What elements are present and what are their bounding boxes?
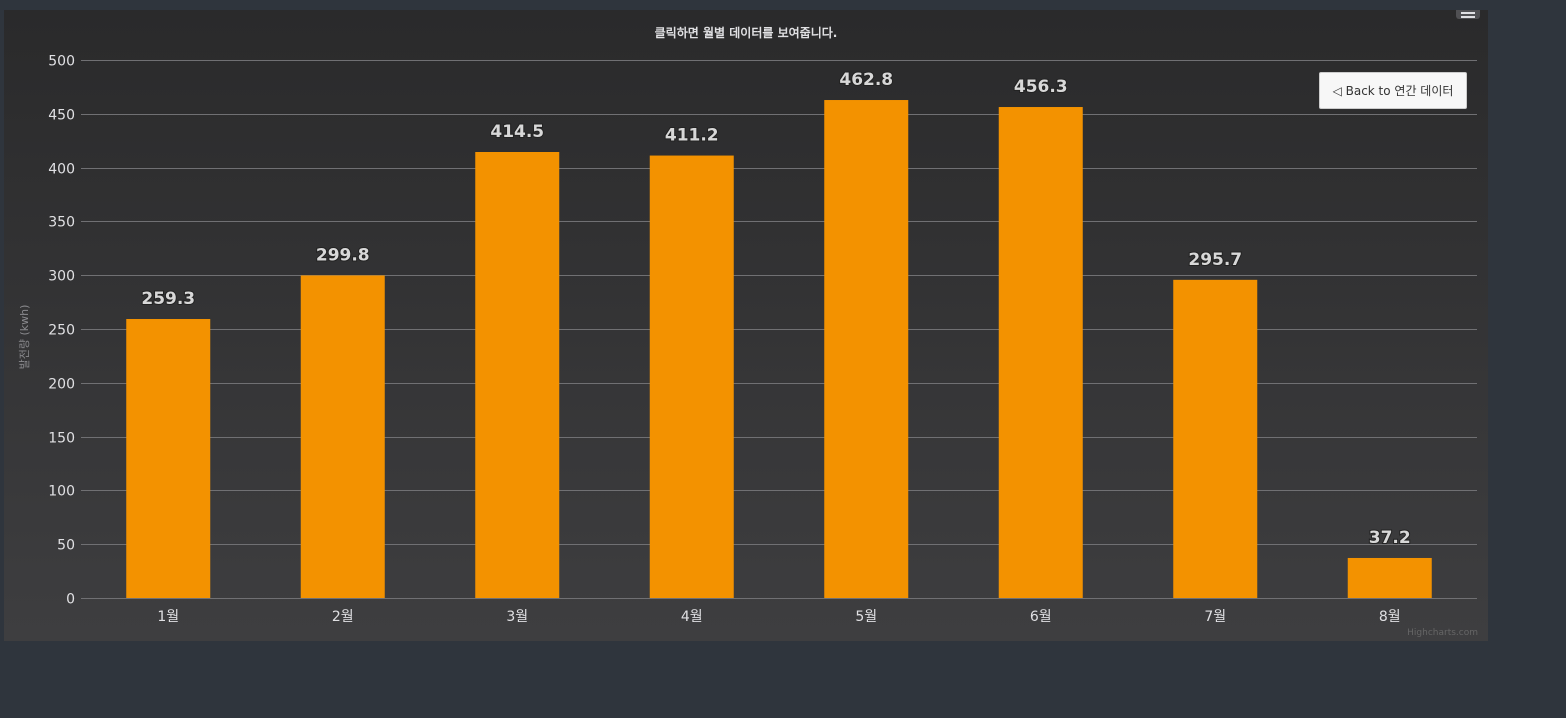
bar-1[interactable] [126,318,211,598]
bar-6[interactable] [998,107,1083,598]
y-tick-label: 100 [48,484,75,500]
data-label: 299.8 [316,245,370,265]
x-tick-label: 4월 [681,609,703,625]
y-tick-label: 150 [48,431,75,447]
bar-8[interactable] [1347,557,1432,598]
data-label: 411.2 [665,126,719,146]
bar-2[interactable] [300,275,385,598]
export-menu-icon[interactable] [1456,10,1480,19]
data-label: 295.7 [1188,250,1242,270]
bar-series [126,100,1432,599]
y-tick-label: 50 [57,538,75,554]
chart-subtitle: 클릭하면 월별 데이터를 보여줍니다. [654,26,838,40]
data-label: 462.8 [839,70,893,90]
y-tick-label: 450 [48,108,75,124]
bar-7[interactable] [1173,279,1258,598]
data-label: 456.3 [1014,77,1068,97]
bar-4[interactable] [649,155,734,598]
y-tick-label: 350 [48,215,75,231]
x-tick-label: 7월 [1204,609,1226,625]
x-tick-label: 3월 [506,609,528,625]
x-tick-label: 2월 [332,609,354,625]
y-tick-label: 400 [48,162,75,178]
bar-3[interactable] [475,151,560,599]
x-tick-label: 8월 [1379,609,1401,625]
data-label: 414.5 [490,122,544,142]
chart-container: 클릭하면 월별 데이터를 보여줍니다. 259.3 299.8 414.5 411.2… [4,10,1488,641]
y-axis-title: 발전량 (kwh) [18,305,31,370]
x-tick-label: 1월 [157,609,179,625]
y-tick-label: 500 [48,54,75,70]
y-tick-label: 250 [48,323,75,339]
x-tick-label: 5월 [855,609,877,625]
data-labels: 259.3 299.8 414.5 411.2 462.8 456.3 295.7 37.2 [140,69,1411,549]
highcharts-credits[interactable]: Highcharts.com [1407,628,1478,638]
data-label: 259.3 [141,289,195,309]
grid-lines [81,60,1477,599]
back-to-annual-button[interactable]: ◁ Back to 연간 데이터 [1319,72,1467,109]
y-tick-label: 300 [48,269,75,285]
y-tick-label: 200 [48,377,75,393]
y-tick-label: 0 [66,592,75,608]
data-label: 37.2 [1369,528,1411,548]
bar-5[interactable] [824,100,909,599]
axis-labels: 0 50 100 150 200 250 300 350 400 450 500 1월 2월 3월 4월 5월… [48,54,1400,626]
x-tick-label: 6월 [1030,609,1052,625]
